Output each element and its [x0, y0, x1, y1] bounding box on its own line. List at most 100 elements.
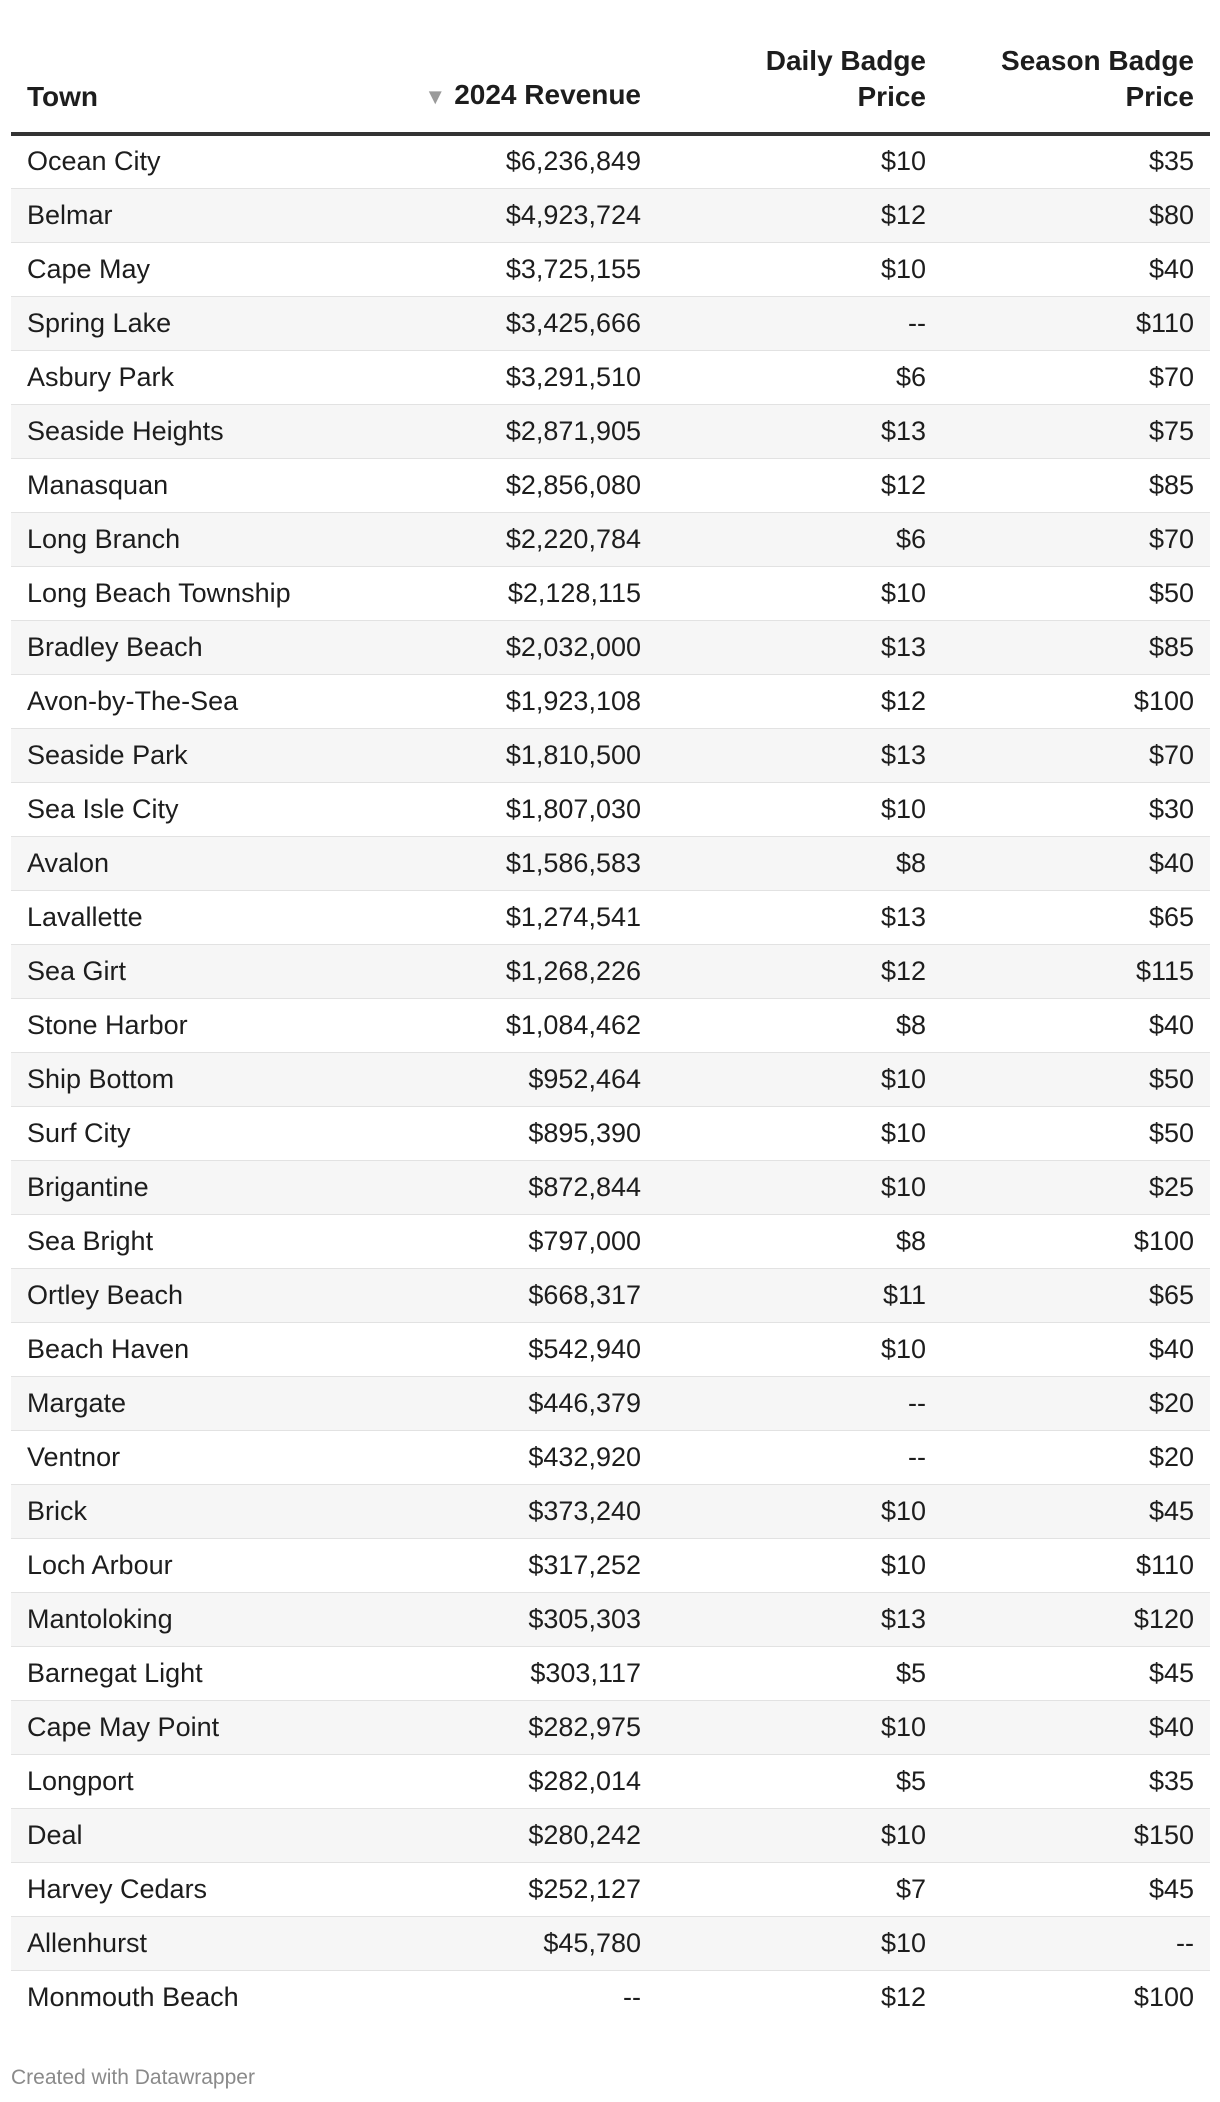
cell-season-badge-price: $120: [942, 1592, 1210, 1647]
cell-season-badge-price: $25: [942, 1160, 1210, 1215]
column-header-daily-badge-price[interactable]: Daily Badge Price: [657, 0, 942, 136]
datawrapper-credit: Created with Datawrapper: [11, 2066, 255, 2089]
cell-town: Brick: [11, 1484, 340, 1539]
table-row: Lavallette $1,274,541 $13 $65: [11, 890, 1210, 945]
table-row: Sea Isle City $1,807,030 $10 $30: [11, 782, 1210, 837]
cell-town: Ocean City: [11, 134, 340, 189]
cell-revenue: $305,303: [340, 1592, 657, 1647]
table-row: Mantoloking $305,303 $13 $120: [11, 1592, 1210, 1647]
cell-revenue: $2,871,905: [340, 404, 657, 459]
cell-revenue: $797,000: [340, 1214, 657, 1269]
cell-town: Stone Harbor: [11, 998, 340, 1053]
cell-daily-badge-price: $10: [657, 1538, 942, 1593]
cell-daily-badge-price: $10: [657, 1052, 942, 1107]
table-row: Ship Bottom $952,464 $10 $50: [11, 1052, 1210, 1107]
table-row: Stone Harbor $1,084,462 $8 $40: [11, 998, 1210, 1053]
cell-revenue: --: [623, 1981, 641, 2012]
cell-revenue: $4,923,724: [340, 188, 657, 243]
cell-revenue: $282,014: [340, 1754, 657, 1809]
cell-season-badge-price: $50: [942, 566, 1210, 621]
cell-daily-badge-price: $10: [657, 1484, 942, 1539]
column-header-town-label: Town: [27, 81, 99, 112]
cell-season-badge-price: $150: [942, 1808, 1210, 1863]
cell-revenue: $317,252: [340, 1538, 657, 1593]
cell-daily-badge-price: --: [657, 1376, 942, 1431]
cell-daily-badge-price: $7: [657, 1862, 942, 1917]
cell-revenue: $1,084,462: [340, 998, 657, 1053]
cell-daily-badge-price: $5: [657, 1646, 942, 1701]
table-row: Beach Haven $542,940 $10 $40: [11, 1322, 1210, 1377]
table-row: Sea Bright $797,000 $8 $100: [11, 1214, 1210, 1269]
cell-season-badge-price: $70: [942, 728, 1210, 783]
cell-season-badge-price: $20: [942, 1376, 1210, 1431]
table-row: Spring Lake $3,425,666 -- $110: [11, 296, 1210, 351]
cell-season-badge-price: $110: [942, 1538, 1210, 1593]
cell-revenue: $2,220,784: [340, 512, 657, 567]
cell-season-badge-price: $35: [942, 1754, 1210, 1809]
cell-revenue: $542,940: [340, 1322, 657, 1377]
cell-season-badge-price: $100: [1133, 1981, 1194, 2012]
cell-daily-badge-price: $13: [657, 404, 942, 459]
cell-town: Long Beach Township: [11, 566, 340, 621]
cell-town: Avalon: [11, 836, 340, 891]
cell-daily-badge-price: $8: [657, 1214, 942, 1269]
table-row: Allenhurst $45,780 $10 --: [11, 1916, 1210, 1971]
cell-season-badge-price: $35: [942, 134, 1210, 189]
cell-season-badge-price: $40: [942, 998, 1210, 1053]
cell-town: Seaside Park: [11, 728, 340, 783]
table-row: Ortley Beach $668,317 $11 $65: [11, 1268, 1210, 1323]
table-row: Barnegat Light $303,117 $5 $45: [11, 1646, 1210, 1701]
column-header-revenue[interactable]: ▼ 2024 Revenue: [340, 0, 657, 136]
cell-daily-badge-price: $10: [657, 1106, 942, 1161]
table-row: Seaside Heights $2,871,905 $13 $75: [11, 404, 1210, 459]
cell-revenue: $895,390: [340, 1106, 657, 1161]
column-header-daily-line1: Daily Badge: [765, 45, 926, 76]
cell-season-badge-price: $70: [942, 512, 1210, 567]
cell-season-badge-price: $65: [942, 890, 1210, 945]
cell-town: Lavallette: [11, 890, 340, 945]
cell-daily-badge-price: $13: [657, 728, 942, 783]
cell-revenue: $280,242: [340, 1808, 657, 1863]
cell-revenue: $6,236,849: [340, 134, 657, 189]
cell-town: Harvey Cedars: [11, 1862, 340, 1917]
cell-revenue: $1,274,541: [340, 890, 657, 945]
cell-daily-badge-price: $11: [657, 1268, 942, 1323]
cell-season-badge-price: $45: [942, 1646, 1210, 1701]
table-row: Seaside Park $1,810,500 $13 $70: [11, 728, 1210, 783]
cell-revenue: $668,317: [340, 1268, 657, 1323]
cell-town: Barnegat Light: [11, 1646, 340, 1701]
cell-season-badge-price: $85: [942, 620, 1210, 675]
cell-daily-badge-price: $10: [657, 1808, 942, 1863]
cell-town: Cape May Point: [11, 1700, 340, 1755]
cell-revenue: $1,810,500: [340, 728, 657, 783]
cell-daily-badge-price: $6: [657, 512, 942, 567]
table-body: Ocean City $6,236,849 $10 $35 Belmar $4,923,7…: [11, 134, 1210, 2024]
cell-season-badge-price: $40: [942, 1322, 1210, 1377]
table-row: Deal $280,242 $10 $150: [11, 1808, 1210, 1863]
column-header-season-badge-price[interactable]: Season Badge Price: [942, 0, 1210, 136]
cell-town: Spring Lake: [11, 296, 340, 351]
cell-daily-badge-price: $10: [657, 1700, 942, 1755]
table-row: Ocean City $6,236,849 $10 $35: [11, 134, 1210, 189]
cell-season-badge-price: $40: [942, 836, 1210, 891]
table-row: Manasquan $2,856,080 $12 $85: [11, 458, 1210, 513]
cell-town: Allenhurst: [11, 1916, 340, 1971]
table-row: Long Branch $2,220,784 $6 $70: [11, 512, 1210, 567]
cell-town: Manasquan: [11, 458, 340, 513]
cell-daily-badge-price: $10: [657, 782, 942, 837]
table-row: Longport $282,014 $5 $35: [11, 1754, 1210, 1809]
cell-revenue: $3,725,155: [340, 242, 657, 297]
table-row: Long Beach Township $2,128,115 $10 $50: [11, 566, 1210, 621]
table-row: Avalon $1,586,583 $8 $40: [11, 836, 1210, 891]
cell-revenue: $952,464: [340, 1052, 657, 1107]
table-row: Harvey Cedars $252,127 $7 $45: [11, 1862, 1210, 1917]
table-row: Avon-by-The-Sea $1,923,108 $12 $100: [11, 674, 1210, 729]
column-header-town[interactable]: Town: [11, 0, 340, 136]
cell-season-badge-price: $40: [942, 1700, 1210, 1755]
cell-town: Sea Girt: [11, 944, 340, 999]
cell-revenue: $2,032,000: [340, 620, 657, 675]
table-row: Margate $446,379 -- $20: [11, 1376, 1210, 1431]
cell-season-badge-price: $110: [942, 296, 1210, 351]
cell-revenue: $1,807,030: [340, 782, 657, 837]
table-row: Loch Arbour $317,252 $10 $110: [11, 1538, 1210, 1593]
